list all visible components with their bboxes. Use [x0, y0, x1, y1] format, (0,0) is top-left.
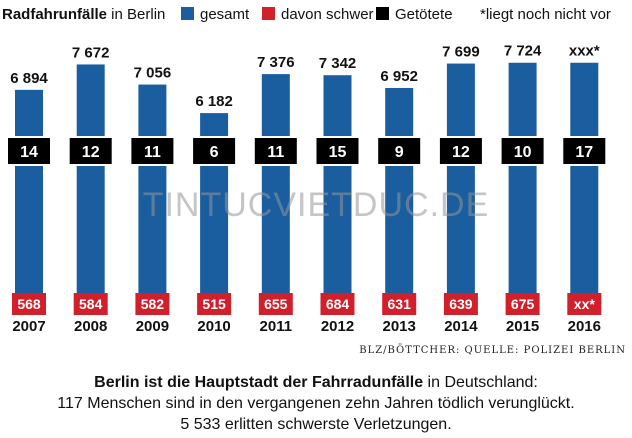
label-gesamt-2016: xxx*: [569, 43, 600, 60]
bar-gesamt-2007: [15, 89, 43, 315]
legend-title-bold: Radfahrunfälle: [2, 6, 108, 23]
label-getoetete-2010: 6: [210, 144, 219, 161]
tick-label-2016: 2016: [568, 318, 601, 335]
box-getoetete-2009: [131, 138, 174, 164]
label-gesamt-2012: 7 342: [319, 55, 357, 72]
tick-label-2007: 2007: [12, 318, 45, 335]
bar-gesamt-2014: [446, 63, 475, 316]
label-getoetete-2014: 12: [452, 144, 470, 161]
tick-label-2014: 2014: [444, 318, 478, 335]
box-schwer-2015: [505, 293, 540, 315]
box-schwer-2013: [382, 293, 417, 315]
bar-gesamt-2008: [76, 64, 105, 315]
label-getoetete-2013: 9: [395, 144, 404, 161]
label-gesamt-2007: 6 894: [10, 70, 48, 87]
label-getoetete-2007: 14: [20, 144, 38, 161]
bar-gesamt-2012: [323, 75, 352, 315]
box-schwer-2010: [197, 293, 232, 315]
box-schwer-2014: [443, 293, 478, 315]
box-getoetete-2012: [316, 138, 359, 164]
legend-label-gesamt: gesamt: [200, 6, 250, 23]
label-gesamt-2009: 7 056: [134, 65, 172, 82]
box-getoetete-2016: [563, 138, 606, 164]
legend-swatch-gesamt: [181, 7, 194, 20]
caption: Berlin ist die Hauptstadt der Fahrradunf…: [0, 372, 632, 435]
box-schwer-2009: [135, 293, 170, 315]
legend-note: *liegt noch nicht vor: [480, 6, 611, 23]
box-schwer-2008: [73, 293, 108, 315]
tick-label-2008: 2008: [74, 318, 107, 335]
legend-swatch-schwer: [262, 7, 275, 20]
bar-gesamt-2013: [385, 87, 414, 316]
label-schwer-2007: 568: [17, 296, 41, 312]
box-schwer-2007: [12, 293, 46, 315]
label-gesamt-2013: 6 952: [380, 68, 418, 85]
label-getoetete-2015: 10: [514, 144, 532, 161]
box-getoetete-2015: [501, 138, 544, 164]
tick-label-2013: 2013: [383, 318, 416, 335]
caption-line-1-rest: in Deutschland:: [423, 374, 538, 391]
legend-label-getoetete: Getötete: [395, 6, 453, 23]
legend-item-schwer: davon schwer: [262, 4, 374, 26]
label-getoetete-2016: 17: [575, 144, 593, 161]
label-gesamt-2014: 7 699: [442, 44, 480, 61]
tick-label-2015: 2015: [506, 318, 539, 335]
tick-label-2012: 2012: [321, 318, 354, 335]
label-schwer-2016: xx*: [574, 296, 596, 312]
label-getoetete-2009: 11: [144, 144, 161, 161]
label-schwer-2008: 584: [79, 296, 103, 312]
label-gesamt-2008: 7 672: [72, 44, 110, 61]
box-getoetete-2014: [439, 138, 482, 164]
bar-gesamt-2016: [570, 62, 599, 315]
label-schwer-2009: 582: [141, 296, 165, 312]
bar-chart: 6 894 568 14 2007 7 672 584 12 2008 7 056 582 11 20…: [6, 43, 608, 335]
caption-bold: Berlin ist die Hauptstadt der Fahrradunf…: [94, 374, 424, 391]
label-getoetete-2012: 15: [329, 144, 347, 161]
bar-gesamt-2011: [261, 74, 290, 315]
box-schwer-2011: [258, 293, 293, 315]
tick-label-2010: 2010: [197, 318, 230, 335]
label-getoetete-2011: 11: [267, 144, 284, 161]
label-schwer-2010: 515: [202, 296, 226, 312]
legend: Radfahrunfälle in Berlin gesamt davon sc…: [0, 4, 632, 26]
label-schwer-2015: 675: [511, 296, 535, 312]
box-getoetete-2013: [378, 138, 421, 164]
label-schwer-2014: 639: [449, 296, 473, 312]
label-getoetete-2008: 12: [82, 144, 100, 161]
legend-item-gesamt: gesamt: [181, 4, 249, 26]
legend-swatch-getoetete: [376, 7, 389, 20]
box-schwer-2012: [320, 293, 355, 315]
label-schwer-2012: 684: [326, 296, 350, 312]
caption-line-3: 5 533 erlitten schwerste Verletzungen.: [180, 416, 452, 433]
box-schwer-2016: [567, 293, 602, 315]
label-gesamt-2015: 7 724: [504, 43, 542, 60]
caption-line-2: 117 Menschen sind in den vergangenen zeh…: [57, 395, 575, 412]
bar-gesamt-2015: [508, 62, 537, 315]
source-credit: BLZ/BÖTTCHER: QUELLE: POLIZEI BERLIN: [359, 345, 626, 356]
legend-title-rest: in Berlin: [107, 6, 166, 23]
box-getoetete-2010: [193, 138, 236, 164]
tick-label-2009: 2009: [136, 318, 169, 335]
box-getoetete-2011: [254, 138, 297, 164]
label-gesamt-2010: 6 182: [195, 93, 233, 110]
label-schwer-2011: 655: [264, 296, 288, 312]
label-gesamt-2011: 7 376: [257, 54, 295, 71]
caption-line-1: Berlin ist die Hauptstadt der Fahrradunf…: [0, 372, 632, 393]
box-getoetete-2008: [69, 138, 112, 164]
box-getoetete-2007: [8, 138, 50, 164]
legend-item-getoetete: Getötete: [376, 4, 453, 26]
bar-gesamt-2009: [138, 84, 167, 316]
label-schwer-2013: 631: [388, 296, 412, 312]
legend-label-schwer: davon schwer: [281, 6, 374, 23]
legend-title: Radfahrunfälle in Berlin: [2, 4, 165, 26]
tick-label-2011: 2011: [260, 318, 293, 335]
